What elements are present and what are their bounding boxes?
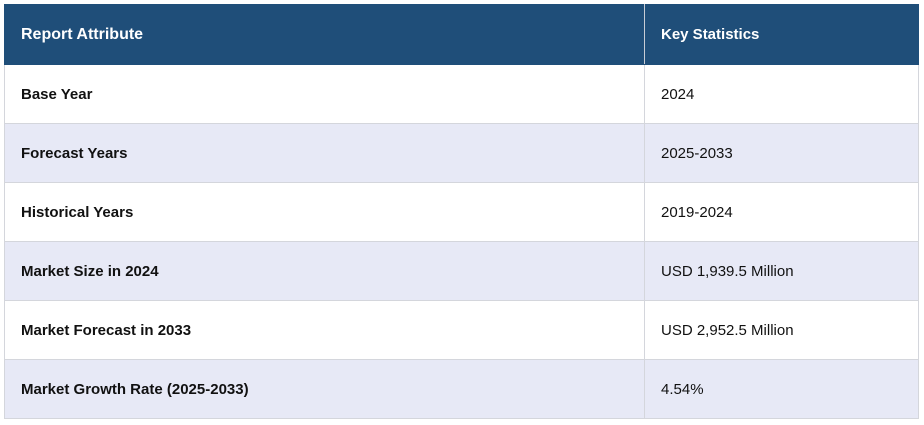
statistic-cell: 2025-2033 — [644, 123, 919, 183]
statistic-cell: 2024 — [644, 64, 919, 124]
attribute-cell: Market Forecast in 2033 — [4, 300, 645, 360]
statistic-cell: 2019-2024 — [644, 182, 919, 242]
statistic-cell: USD 2,952.5 Million — [644, 300, 919, 360]
attribute-cell: Base Year — [4, 64, 645, 124]
attribute-cell: Market Growth Rate (2025-2033) — [4, 359, 645, 419]
table-row: Market Size in 2024 USD 1,939.5 Million — [4, 241, 919, 301]
table-row: Market Forecast in 2033 USD 2,952.5 Milli… — [4, 300, 919, 360]
table-row: Base Year 2024 — [4, 64, 919, 124]
header-row: Report Attribute Key Statistics — [4, 4, 919, 65]
table-header: Report Attribute Key Statistics — [4, 4, 919, 65]
statistic-cell: USD 1,939.5 Million — [644, 241, 919, 301]
attribute-cell: Forecast Years — [4, 123, 645, 183]
table-row: Historical Years 2019-2024 — [4, 182, 919, 242]
report-table: Report Attribute Key Statistics Base Yea… — [4, 4, 919, 419]
attribute-cell: Historical Years — [4, 182, 645, 242]
attribute-cell: Market Size in 2024 — [4, 241, 645, 301]
header-cell: Report Attribute — [4, 4, 645, 65]
table-row: Forecast Years 2025-2033 — [4, 123, 919, 183]
table-body: Base Year 2024 Forecast Years 2025-2033 Hist… — [4, 64, 919, 419]
table-row: Market Growth Rate (2025-2033) 4.54% — [4, 359, 919, 419]
header-cell: Key Statistics — [644, 4, 919, 65]
statistic-cell: 4.54% — [644, 359, 919, 419]
